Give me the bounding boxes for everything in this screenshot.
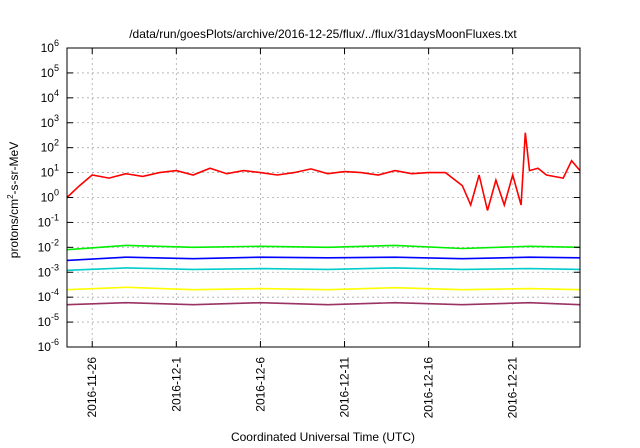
grid: [67, 47, 580, 348]
y-tick-label: 10-2: [38, 237, 59, 254]
series-line-2: [67, 244, 580, 251]
plot-area: [66, 47, 581, 348]
series-line-4: [67, 267, 580, 272]
y-tick-label: 10-5: [38, 312, 59, 329]
y-tick-label: 106: [41, 38, 59, 55]
y-tick-label: 10-3: [38, 262, 59, 279]
y-tick-label: 104: [41, 88, 59, 105]
y-tick-label: 10-6: [38, 337, 59, 354]
x-tick-label: 2016-11-26: [85, 357, 99, 418]
y-tick-label: 10-1: [38, 212, 59, 229]
chart-title: /data/run/goesPlots/archive/2016-12-25/f…: [129, 27, 517, 41]
y-axis-label-sup: 2: [6, 194, 15, 199]
y-tick-label: 101: [41, 163, 59, 180]
y-axis-label: protons/cm2-s-sr-MeV: [6, 142, 21, 258]
series-line-6: [67, 301, 580, 306]
y-tick-labels: 10-6 10-5 10-4 10-3 10-2 10-1 100 101 102 103 104 1…: [38, 38, 59, 354]
x-tick-label: 2016-12-21: [506, 357, 520, 419]
y-tick-label: 10-4: [38, 287, 59, 304]
series-layer: [67, 132, 580, 306]
y-tick-label: 105: [41, 63, 59, 80]
ticks: [67, 47, 580, 348]
series-line-1: [67, 132, 580, 211]
y-tick-label: 100: [41, 188, 59, 205]
series-line-3: [67, 256, 580, 262]
x-tick-label: 2016-12-1: [169, 357, 183, 412]
y-tick-label: 103: [41, 113, 59, 130]
x-tick-label: 2016-12-6: [253, 357, 267, 412]
x-axis-label: Coordinated Universal Time (UTC): [231, 430, 415, 444]
x-tick-labels: 2016-11-26 2016-12-1 2016-12-6 2016-12-11 20…: [85, 357, 519, 419]
x-tick-label: 2016-12-11: [338, 357, 352, 418]
series-line-5: [67, 286, 580, 291]
x-tick-label: 2016-12-16: [422, 357, 436, 419]
y-tick-label: 102: [41, 138, 59, 155]
